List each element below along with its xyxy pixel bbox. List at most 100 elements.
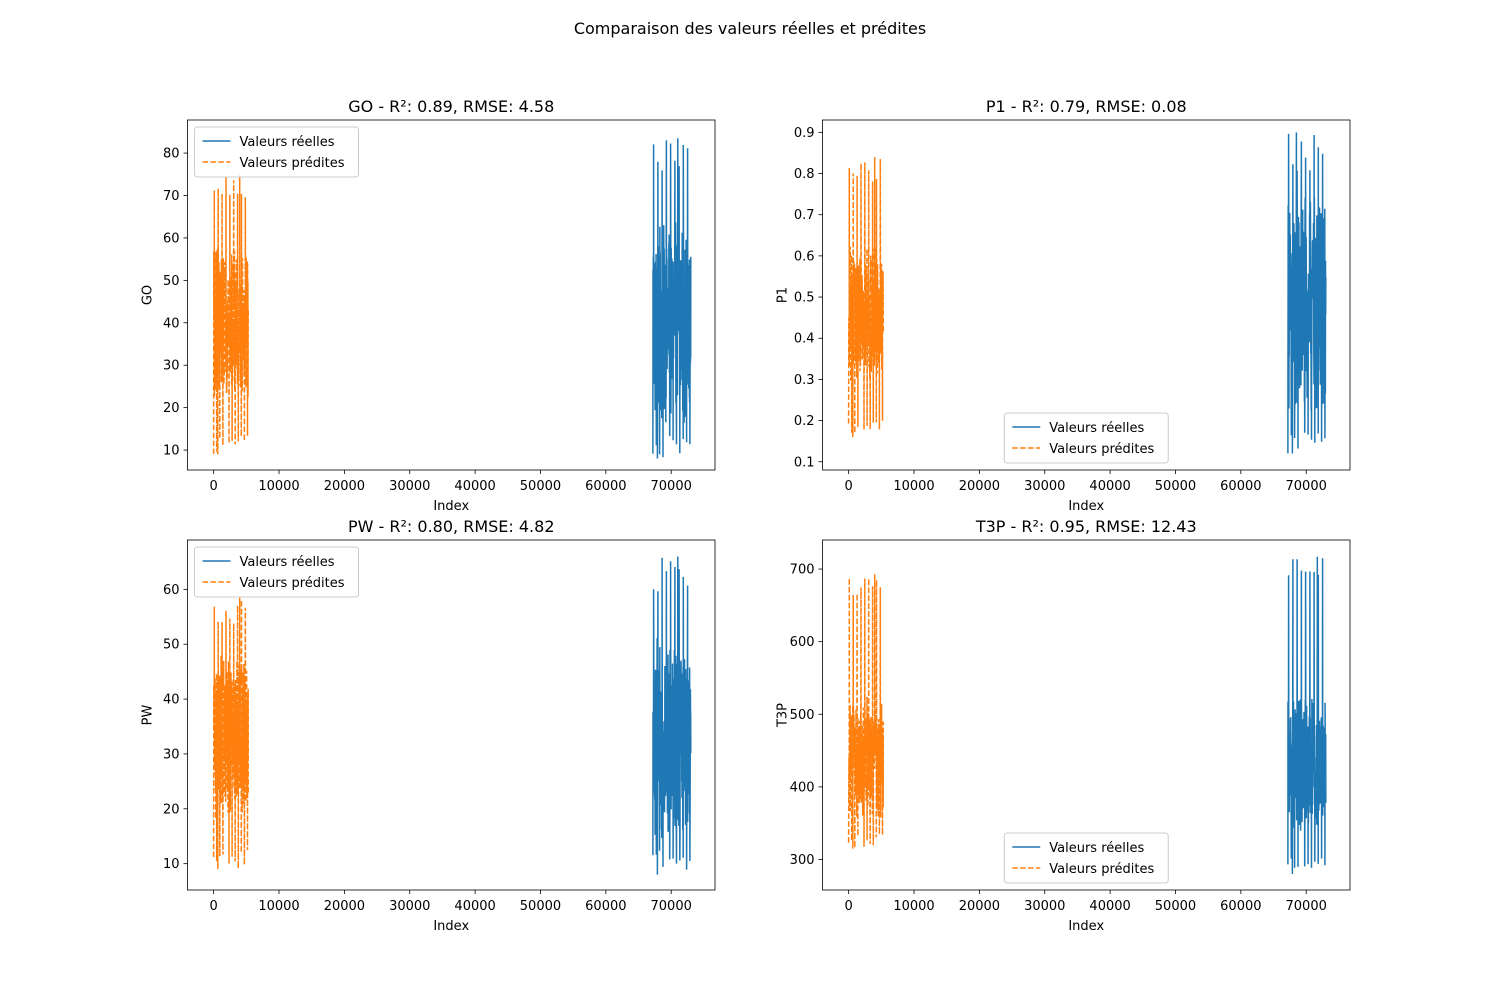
y-tick-label: 0.5	[794, 291, 815, 306]
x-tick-label: 30000	[1024, 899, 1065, 914]
x-tick-label: 50000	[520, 899, 561, 914]
plot-area	[847, 132, 1327, 454]
series-line-real	[1287, 132, 1327, 454]
axes-frame	[187, 119, 716, 471]
legend-box	[1003, 832, 1169, 884]
axes-frame	[822, 539, 1351, 891]
x-tick-label: 70000	[1286, 899, 1327, 914]
series-line-real	[652, 556, 692, 875]
y-tick-label: 0.3	[794, 373, 815, 388]
subplot-t3p: 0 10000 20000 30000 40000 50000 60000 70000 300 4…	[776, 517, 1351, 934]
y-tick-label: 60	[163, 231, 180, 246]
y-tick-label: 40	[163, 316, 180, 331]
legend: Valeurs réelles Valeurs prédites	[194, 546, 359, 598]
x-tick-label: 40000	[1089, 899, 1130, 914]
y-tick-label: 0.9	[794, 126, 815, 141]
x-tick-label: 40000	[454, 899, 495, 914]
x-tick-label: 60000	[585, 899, 626, 914]
axes-frame	[822, 119, 1351, 471]
legend-label-predicted: Valeurs prédites	[1049, 442, 1154, 457]
x-axis-label: Index	[433, 919, 469, 934]
x-tick-label: 0	[845, 899, 853, 914]
x-axis-label: Index	[1068, 499, 1104, 514]
plot-area	[212, 556, 692, 875]
x-tick-label: 0	[845, 479, 853, 494]
subplot-title: GO - R²: 0.89, RMSE: 4.58	[348, 97, 554, 116]
y-tick-label: 0.2	[794, 414, 815, 429]
y-tick-label: 600	[790, 635, 815, 650]
x-tick-label: 20000	[324, 899, 365, 914]
y-tick-label: 60	[163, 583, 180, 598]
y-tick-label: 0.7	[794, 208, 815, 223]
x-tick-label: 70000	[651, 899, 692, 914]
legend-box	[194, 546, 359, 598]
x-tick-label: 0	[210, 479, 218, 494]
plot-area	[212, 138, 692, 459]
series-line-real	[1287, 556, 1327, 875]
legend: Valeurs réelles Valeurs prédites	[1003, 412, 1169, 464]
x-tick-label: 70000	[651, 479, 692, 494]
x-tick-label: 40000	[1089, 479, 1130, 494]
x-tick-label: 20000	[959, 479, 1000, 494]
x-tick-label: 30000	[389, 479, 430, 494]
plot-area	[847, 556, 1327, 875]
legend-box	[1003, 412, 1169, 464]
y-axis-label: T3P	[776, 703, 791, 728]
x-axis-label: Index	[433, 499, 469, 514]
x-tick-label: 30000	[389, 899, 430, 914]
legend-label-real: Valeurs réelles	[240, 135, 335, 150]
y-tick-label: 40	[163, 693, 180, 708]
y-axis-label: P1	[776, 287, 791, 303]
y-tick-label: 10	[163, 857, 180, 872]
legend-label-predicted: Valeurs prédites	[240, 156, 345, 171]
y-tick-label: 0.8	[794, 167, 815, 182]
x-tick-label: 10000	[258, 899, 299, 914]
y-tick-label: 50	[163, 274, 180, 289]
x-tick-label: 20000	[324, 479, 365, 494]
legend-label-real: Valeurs réelles	[1049, 841, 1144, 856]
x-tick-label: 60000	[1220, 479, 1261, 494]
y-tick-label: 0.1	[794, 455, 815, 470]
y-tick-label: 500	[790, 708, 815, 723]
x-tick-label: 10000	[893, 479, 934, 494]
y-tick-label: 400	[790, 780, 815, 795]
x-tick-label: 50000	[520, 479, 561, 494]
series-line-predicted	[847, 157, 885, 438]
y-axis-label: GO	[141, 285, 156, 305]
x-tick-label: 50000	[1155, 479, 1196, 494]
y-tick-label: 0.4	[794, 332, 815, 347]
legend: Valeurs réelles Valeurs prédites	[1003, 832, 1169, 884]
subplot-pw: 0 10000 20000 30000 40000 50000 60000 70000 10 20…	[141, 517, 716, 934]
y-tick-label: 30	[163, 747, 180, 762]
subplot-p1: 0 10000 20000 30000 40000 50000 60000 70000 0.1 0…	[776, 97, 1351, 514]
subplot-title: T3P - R²: 0.95, RMSE: 12.43	[975, 517, 1197, 536]
y-axis-label: PW	[141, 705, 156, 726]
y-tick-label: 80	[163, 147, 180, 162]
legend-label-predicted: Valeurs prédites	[240, 576, 345, 591]
x-tick-label: 50000	[1155, 899, 1196, 914]
x-tick-label: 60000	[1220, 899, 1261, 914]
legend-label-predicted: Valeurs prédites	[1049, 862, 1154, 877]
subplot-title: PW - R²: 0.80, RMSE: 4.82	[348, 517, 555, 536]
x-tick-label: 30000	[1024, 479, 1065, 494]
y-tick-label: 10	[163, 444, 180, 459]
x-tick-label: 60000	[585, 479, 626, 494]
x-tick-label: 10000	[893, 899, 934, 914]
legend: Valeurs réelles Valeurs prédites	[194, 126, 359, 178]
x-tick-label: 0	[210, 899, 218, 914]
x-tick-label: 10000	[258, 479, 299, 494]
y-tick-label: 50	[163, 638, 180, 653]
legend-label-real: Valeurs réelles	[240, 555, 335, 570]
series-line-predicted	[212, 597, 250, 870]
series-line-predicted	[847, 574, 885, 849]
x-tick-label: 70000	[1286, 479, 1327, 494]
x-tick-label: 20000	[959, 899, 1000, 914]
legend-label-real: Valeurs réelles	[1049, 421, 1144, 436]
axes-frame	[187, 539, 716, 891]
series-line-predicted	[212, 174, 250, 455]
subplot-title: P1 - R²: 0.79, RMSE: 0.08	[986, 97, 1187, 116]
y-tick-label: 20	[163, 802, 180, 817]
y-tick-label: 30	[163, 359, 180, 374]
y-tick-label: 0.6	[794, 249, 815, 264]
